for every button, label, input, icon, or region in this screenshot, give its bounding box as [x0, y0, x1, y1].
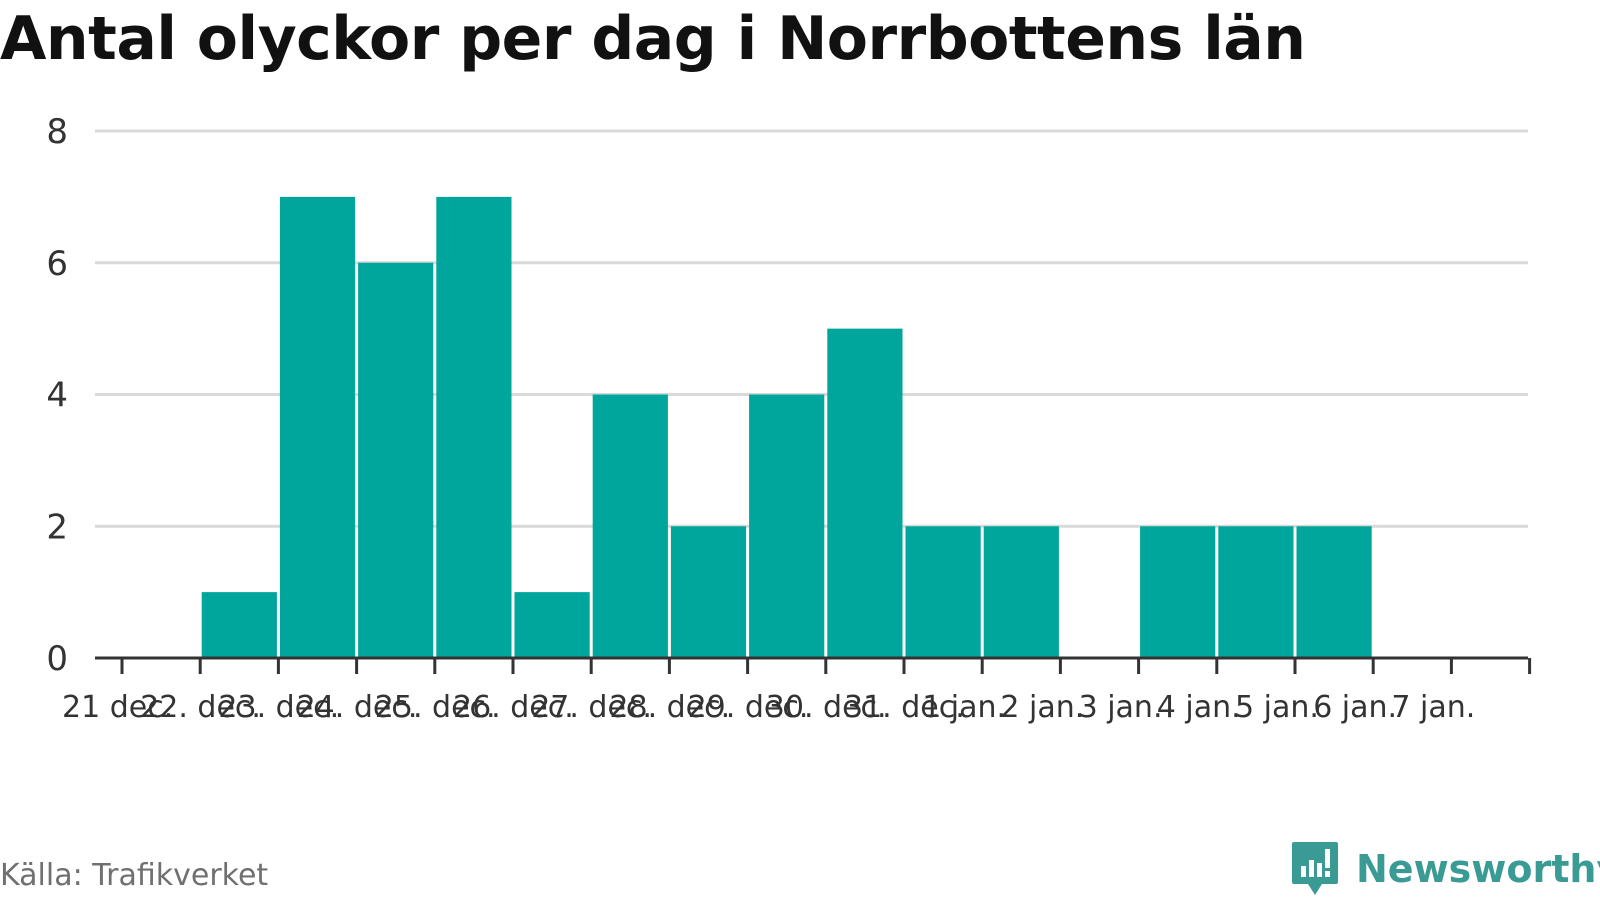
- x-tick-label: 24. dec.: [297, 690, 418, 725]
- bar: [749, 394, 825, 658]
- source-note: Källa: Trafikverket: [0, 858, 269, 893]
- x-tick-label: 25. dec.: [375, 690, 496, 725]
- bar: [1218, 526, 1294, 658]
- x-tick-label: 26. dec.: [453, 690, 574, 725]
- bars: [201, 196, 1372, 658]
- newsworthy-logo-icon: [1292, 842, 1338, 895]
- x-axis-labels: 21 dec.22. dec.23. dec.24. dec.25. dec.2…: [62, 690, 1475, 725]
- bar: [983, 526, 1059, 658]
- y-tick-label: 2: [46, 507, 68, 547]
- x-tick-label: 27. dec.: [531, 690, 652, 725]
- bar: [279, 196, 356, 658]
- x-tick-label: 31. dec.: [844, 690, 965, 725]
- x-tick-label: 23. dec.: [218, 690, 339, 725]
- bar: [592, 394, 668, 658]
- x-tick-label: 21 dec.: [62, 690, 173, 725]
- bar: [514, 592, 590, 658]
- x-tick-label: 5 jan.: [1235, 690, 1319, 725]
- y-tick-label: 0: [46, 639, 68, 679]
- bar: [905, 526, 981, 658]
- x-tick-label: 1 jan.: [922, 690, 1006, 725]
- bar: [1296, 526, 1372, 658]
- chart-title: Antal olyckor per dag i Norrbottens län: [0, 4, 1306, 74]
- x-tick-label: 30. dec.: [766, 690, 887, 725]
- x-tick-label: 29. dec.: [688, 690, 809, 725]
- x-tick-label: 22. dec.: [140, 690, 261, 725]
- bar: [1140, 526, 1216, 658]
- brand-name: Newsworthy: [1356, 847, 1600, 891]
- bar: [827, 328, 903, 658]
- x-axis: [95, 656, 1532, 674]
- x-tick-label: 3 jan.: [1079, 690, 1163, 725]
- x-tick-label: 28. dec.: [609, 690, 730, 725]
- x-tick-label: 2 jan.: [1000, 690, 1084, 725]
- x-tick-label: 7 jan.: [1391, 690, 1475, 725]
- brand: Newsworthy: [1290, 840, 1600, 898]
- bar: [670, 526, 747, 658]
- x-tick-label: 4 jan.: [1157, 690, 1241, 725]
- bar: [201, 592, 277, 658]
- bar: [436, 196, 512, 658]
- y-tick-label: 4: [46, 376, 68, 416]
- y-tick-label: 8: [46, 112, 68, 152]
- bar: [358, 262, 434, 658]
- x-tick-label: 6 jan.: [1313, 690, 1397, 725]
- y-tick-label: 6: [46, 244, 68, 284]
- y-axis-labels: 0 2 4 6 8: [46, 112, 68, 679]
